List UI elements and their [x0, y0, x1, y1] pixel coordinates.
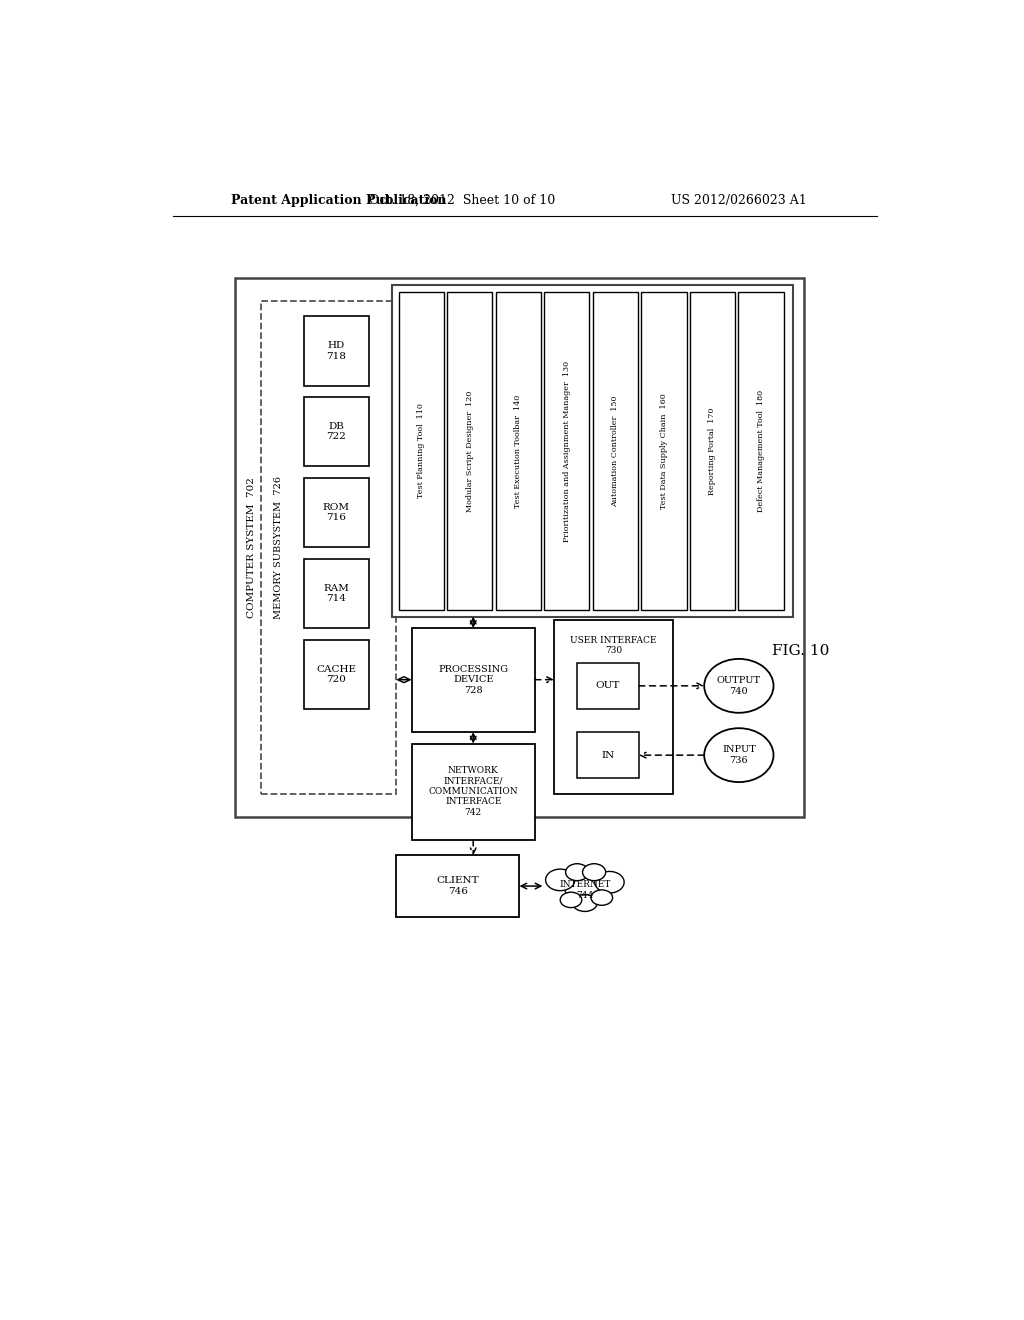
Text: NETWORK
INTERFACE/
COMMUNICATION
INTERFACE
742: NETWORK INTERFACE/ COMMUNICATION INTERFA… [428, 766, 518, 817]
FancyBboxPatch shape [304, 478, 370, 548]
FancyBboxPatch shape [738, 292, 783, 610]
Text: Modular Script Designer  120: Modular Script Designer 120 [466, 391, 474, 512]
Text: ROM
716: ROM 716 [323, 503, 349, 523]
Text: OUT: OUT [596, 681, 621, 690]
Ellipse shape [705, 659, 773, 713]
Text: Prioritization and Assignment Manager  130: Prioritization and Assignment Manager 13… [563, 360, 570, 541]
Text: CACHE
720: CACHE 720 [316, 664, 356, 684]
Text: Defect Management Tool  180: Defect Management Tool 180 [757, 389, 765, 512]
Ellipse shape [705, 729, 773, 781]
Text: Patent Application Publication: Patent Application Publication [230, 194, 446, 207]
Text: INPUT
736: INPUT 736 [722, 746, 756, 764]
FancyBboxPatch shape [396, 855, 519, 917]
Text: CLIENT
746: CLIENT 746 [436, 876, 479, 896]
FancyBboxPatch shape [447, 292, 493, 610]
FancyBboxPatch shape [412, 743, 535, 840]
Ellipse shape [583, 863, 605, 880]
FancyBboxPatch shape [304, 640, 370, 709]
Text: RAM
714: RAM 714 [324, 583, 349, 603]
Text: HD
718: HD 718 [327, 341, 346, 360]
FancyBboxPatch shape [689, 292, 735, 610]
FancyBboxPatch shape [593, 292, 638, 610]
FancyBboxPatch shape [398, 292, 444, 610]
Text: US 2012/0266023 A1: US 2012/0266023 A1 [671, 194, 807, 207]
Text: Test Planning Tool  110: Test Planning Tool 110 [417, 404, 425, 499]
Ellipse shape [572, 895, 597, 911]
FancyBboxPatch shape [641, 292, 686, 610]
Text: OUTPUT
740: OUTPUT 740 [717, 676, 761, 696]
Text: USER INTERFACE
730: USER INTERFACE 730 [570, 636, 656, 655]
Text: Test Execution Toolbar  140: Test Execution Toolbar 140 [514, 395, 522, 508]
Ellipse shape [546, 869, 574, 891]
Text: Reporting Portal  170: Reporting Portal 170 [709, 408, 717, 495]
Ellipse shape [591, 890, 612, 906]
Text: Test Data Supply Chain  160: Test Data Supply Chain 160 [659, 393, 668, 510]
Text: MEMORY SUBSYSTEM  726: MEMORY SUBSYSTEM 726 [273, 475, 283, 619]
FancyBboxPatch shape [304, 317, 370, 385]
Ellipse shape [595, 871, 625, 892]
FancyBboxPatch shape [544, 292, 590, 610]
Text: COMPUTER SYSTEM  702: COMPUTER SYSTEM 702 [247, 477, 256, 618]
FancyBboxPatch shape [412, 628, 535, 733]
Text: Automation Controller  150: Automation Controller 150 [611, 395, 620, 507]
Text: DB
722: DB 722 [327, 422, 346, 441]
FancyBboxPatch shape [578, 733, 639, 779]
FancyBboxPatch shape [261, 301, 396, 793]
FancyBboxPatch shape [304, 397, 370, 466]
Text: IN: IN [601, 751, 614, 759]
FancyBboxPatch shape [496, 292, 541, 610]
FancyBboxPatch shape [304, 558, 370, 628]
Text: Oct. 18, 2012  Sheet 10 of 10: Oct. 18, 2012 Sheet 10 of 10 [369, 194, 555, 207]
FancyBboxPatch shape [554, 620, 674, 793]
FancyBboxPatch shape [234, 277, 804, 817]
Text: PROCESSING
DEVICE
728: PROCESSING DEVICE 728 [438, 665, 508, 694]
FancyBboxPatch shape [578, 663, 639, 709]
FancyBboxPatch shape [392, 285, 793, 616]
Ellipse shape [563, 871, 606, 900]
Ellipse shape [565, 863, 589, 880]
Ellipse shape [560, 892, 582, 908]
Text: INTERNET
744: INTERNET 744 [559, 880, 610, 900]
Text: FIG. 10: FIG. 10 [772, 644, 829, 659]
